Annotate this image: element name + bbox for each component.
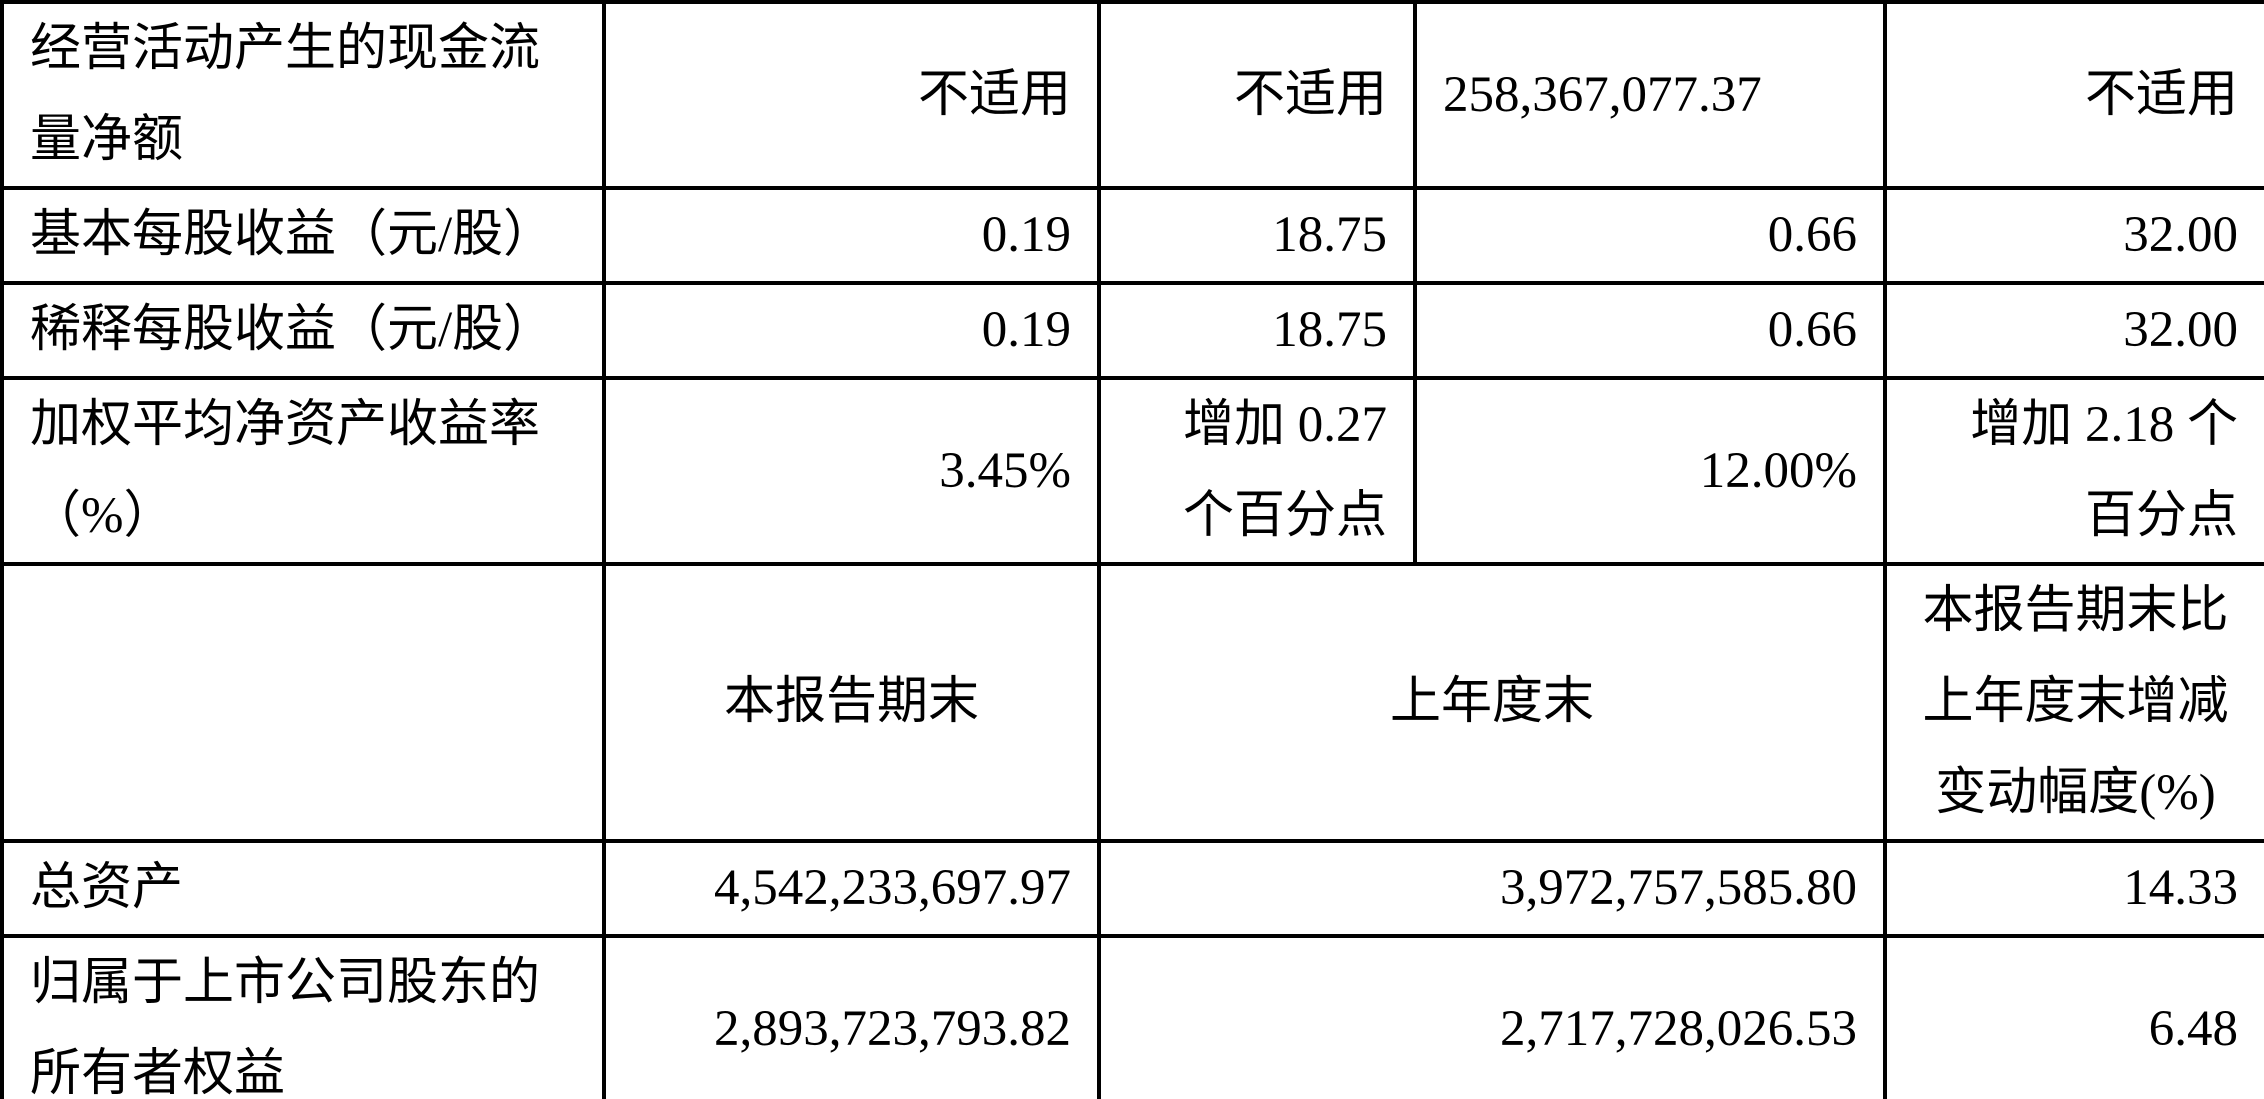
basic-eps-value-4: 32.00 <box>1883 186 2264 285</box>
weighted-roe-value-4: 增加 2.18 个 百分点 <box>1883 376 2264 566</box>
table-row-diluted-eps: 稀释每股收益（元/股） 0.19 18.75 0.66 32.00 <box>0 281 2264 380</box>
basic-eps-value-1: 0.19 <box>602 186 1101 285</box>
table-row-shareholders-equity: 归属于上市公司股东的 所有者权益 2,893,723,793.82 2,717,… <box>0 934 2264 1099</box>
shareholders-equity-change: 6.48 <box>1883 934 2264 1099</box>
operating-cash-flow-value-3: 258,367,077.37 <box>1413 0 1887 190</box>
diluted-eps-value-2: 18.75 <box>1097 281 1417 380</box>
table-row-period-header: 本报告期末 上年度末 本报告期末比 上年度末增减 变动幅度(%) <box>0 562 2264 843</box>
table-row-basic-eps: 基本每股收益（元/股） 0.19 18.75 0.66 32.00 <box>0 186 2264 285</box>
operating-cash-flow-value-1: 不适用 <box>602 0 1101 190</box>
shareholders-equity-label: 归属于上市公司股东的 所有者权益 <box>0 934 606 1099</box>
table-row-operating-cash-flow: 经营活动产生的现金流 量净额 不适用 不适用 258,367,077.37 不适… <box>0 0 2264 190</box>
total-assets-change: 14.33 <box>1883 839 2264 938</box>
total-assets-prior: 3,972,757,585.80 <box>1097 839 1887 938</box>
weighted-roe-value-3: 12.00% <box>1413 376 1887 566</box>
diluted-eps-value-1: 0.19 <box>602 281 1101 380</box>
basic-eps-value-3: 0.66 <box>1413 186 1887 285</box>
basic-eps-label: 基本每股收益（元/股） <box>0 186 606 285</box>
diluted-eps-value-4: 32.00 <box>1883 281 2264 380</box>
period-header-empty-cell <box>0 562 606 843</box>
shareholders-equity-current: 2,893,723,793.82 <box>602 934 1101 1099</box>
header-current-period-end: 本报告期末 <box>602 562 1101 843</box>
total-assets-label: 总资产 <box>0 839 606 938</box>
header-prior-year-end: 上年度末 <box>1097 562 1887 843</box>
weighted-roe-value-2: 增加 0.27 个百分点 <box>1097 376 1417 566</box>
diluted-eps-value-3: 0.66 <box>1413 281 1887 380</box>
basic-eps-value-2: 18.75 <box>1097 186 1417 285</box>
diluted-eps-label: 稀释每股收益（元/股） <box>0 281 606 380</box>
weighted-roe-label: 加权平均净资产收益率 （%） <box>0 376 606 566</box>
weighted-roe-value-1: 3.45% <box>602 376 1101 566</box>
table-row-total-assets: 总资产 4,542,233,697.97 3,972,757,585.80 14… <box>0 839 2264 938</box>
operating-cash-flow-value-2: 不适用 <box>1097 0 1417 190</box>
table-row-weighted-roe: 加权平均净资产收益率 （%） 3.45% 增加 0.27 个百分点 12.00%… <box>0 376 2264 566</box>
operating-cash-flow-value-4: 不适用 <box>1883 0 2264 190</box>
header-change-vs-prior-year-end: 本报告期末比 上年度末增减 变动幅度(%) <box>1883 562 2264 843</box>
shareholders-equity-prior: 2,717,728,026.53 <box>1097 934 1887 1099</box>
operating-cash-flow-label: 经营活动产生的现金流 量净额 <box>0 0 606 190</box>
total-assets-current: 4,542,233,697.97 <box>602 839 1101 938</box>
